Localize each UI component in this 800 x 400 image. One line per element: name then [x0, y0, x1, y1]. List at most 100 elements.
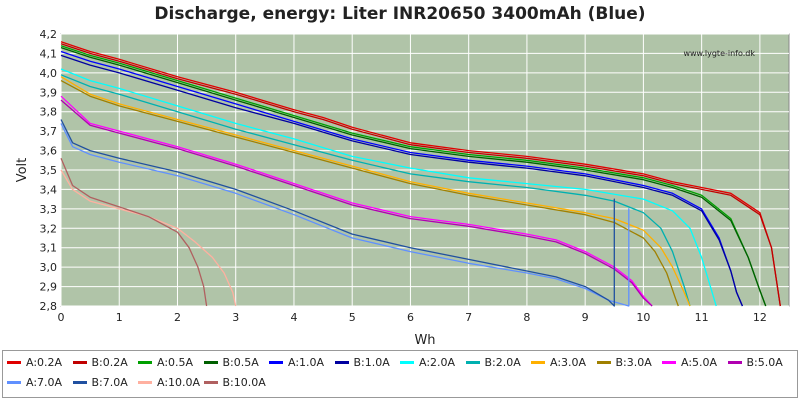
legend-swatch: [334, 360, 349, 364]
legend-label: B:0.5A: [222, 356, 259, 369]
legend-swatch: [72, 360, 87, 364]
legend-item: B:0.5A: [203, 356, 259, 369]
y-tick-label: 2,9: [40, 281, 58, 294]
legend-item: A:5.0A: [662, 356, 717, 369]
legend-swatch: [727, 360, 742, 364]
legend-item: B:3.0A: [596, 356, 652, 369]
legend-swatch: [662, 360, 676, 364]
legend-item: B:2.0A: [465, 356, 521, 369]
legend-swatch: [269, 360, 283, 364]
y-tick-label: 3,0: [40, 261, 58, 274]
legend-label: A:0.5A: [157, 356, 194, 369]
series-line-a-0-5a: [60, 45, 767, 307]
y-tick-label: 4,2: [40, 28, 58, 41]
x-axis-label: Wh: [414, 333, 435, 348]
y-tick-label: 3,8: [40, 106, 58, 119]
series-line-b-0-5a: [60, 46, 767, 307]
series-line-b-10-0a: [60, 158, 208, 307]
y-tick-label: 3,3: [40, 203, 58, 216]
y-axis-label: Volt: [15, 158, 30, 183]
y-tick-label: 3,7: [40, 125, 58, 138]
y-tick-label: 3,5: [40, 164, 58, 177]
legend-label: B:1.0A: [353, 356, 390, 369]
legend-swatch: [465, 360, 480, 364]
legend-label: A:0.2A: [26, 356, 63, 369]
legend-swatch: [7, 360, 21, 364]
legend-label: B:7.0A: [91, 376, 128, 389]
x-tick-label: 0: [58, 311, 65, 324]
x-tick-label: 1: [116, 311, 123, 324]
legend-item: B:1.0A: [334, 356, 390, 369]
series-line-b-3-0a: [60, 80, 679, 307]
legend-label: A:5.0A: [681, 356, 718, 369]
y-tick-label: 3,1: [40, 242, 58, 255]
legend-item: A:0.2A: [7, 356, 62, 369]
series-lines: [60, 41, 781, 307]
legend-item: A:10.0A: [138, 376, 200, 389]
legend-item: A:7.0A: [7, 376, 62, 389]
series-line-a-2-0a: [60, 68, 717, 307]
series-line-a-0-2a: [60, 41, 781, 307]
legend-item: B:0.2A: [72, 356, 128, 369]
x-tick-label: 5: [349, 311, 356, 324]
series-line-b-2-0a: [60, 74, 691, 307]
legend-item: A:3.0A: [531, 356, 586, 369]
legend-item: A:1.0A: [269, 356, 324, 369]
x-tick-label: 9: [582, 311, 589, 324]
watermark: www.lygte-info.dk: [683, 49, 755, 58]
legend-label: A:3.0A: [550, 356, 587, 369]
legend-item: A:0.5A: [138, 356, 193, 369]
x-tick-label: 11: [695, 311, 709, 324]
series-line-a-5-0a: [60, 95, 653, 307]
legend-swatch: [400, 360, 414, 364]
legend-swatch: [138, 360, 152, 364]
series-line-a-10-0a: [60, 169, 237, 307]
legend-label: A:7.0A: [26, 376, 63, 389]
legend-item: B:5.0A: [727, 356, 783, 369]
legend-label: B:0.2A: [91, 356, 128, 369]
y-tick-label: 3,6: [40, 145, 58, 158]
y-tick-label: 3,2: [40, 222, 58, 235]
legend-swatch: [596, 360, 611, 364]
legend-label: B:10.0A: [222, 376, 266, 389]
x-tick-label: 12: [753, 311, 767, 324]
series-line-b-5-0a: [60, 99, 653, 307]
x-tick-label: 6: [407, 311, 414, 324]
x-tick-label: 4: [290, 311, 297, 324]
series-line-b-7-0a: [60, 119, 615, 307]
legend-label: A:10.0A: [157, 376, 201, 389]
x-tick-label: 8: [523, 311, 530, 324]
legend-label: A:2.0A: [419, 356, 456, 369]
series-line-a-7-0a: [60, 123, 630, 307]
y-tick-label: 3,4: [40, 183, 58, 196]
x-tick-label: 3: [232, 311, 239, 324]
legend-item: B:10.0A: [203, 376, 266, 389]
legend-label: B:5.0A: [746, 356, 783, 369]
x-tick-label: 10: [636, 311, 650, 324]
chart-title: Discharge, energy: Liter INR20650 3400mA…: [154, 4, 646, 24]
x-tick-label: 2: [174, 311, 181, 324]
legend: A:0.2A B:0.2A A:0.5A B:0.5A A:1.0A B:1.0A A:2.…: [2, 350, 798, 398]
legend-swatch: [531, 360, 545, 364]
series-line-b-0-2a: [60, 43, 781, 307]
legend-swatch: [72, 380, 87, 384]
legend-label: B:2.0A: [484, 356, 521, 369]
legend-swatch: [203, 360, 218, 364]
series-line-b-1-0a: [60, 54, 743, 307]
y-tick-label: 4,1: [40, 47, 58, 60]
x-tick-label: 7: [465, 311, 472, 324]
legend-swatch: [7, 380, 21, 384]
legend-item: A:2.0A: [400, 356, 455, 369]
series-line-a-3-0a: [60, 76, 691, 307]
x-axis-ticks: 0 1 2 3 4 5 6 7 8 9 10 11 12: [58, 311, 767, 324]
chart-area: 2,8 2,9 3,0 3,1 3,2 3,3 3,4 3,5 3,6 3,7 3,8 3,9 4,0 4…: [15, 28, 790, 348]
legend-label: B:3.0A: [615, 356, 652, 369]
legend-item: B:7.0A: [72, 376, 128, 389]
y-tick-label: 3,9: [40, 86, 58, 99]
y-axis-ticks: 2,8 2,9 3,0 3,1 3,2 3,3 3,4 3,5 3,6 3,7 3,8 3,9 4,0 4…: [40, 28, 58, 313]
legend-label: A:1.0A: [288, 356, 325, 369]
legend-swatch: [203, 380, 218, 384]
y-tick-label: 4,0: [40, 67, 58, 80]
y-tick-label: 2,8: [40, 300, 58, 313]
legend-swatch: [138, 380, 152, 384]
